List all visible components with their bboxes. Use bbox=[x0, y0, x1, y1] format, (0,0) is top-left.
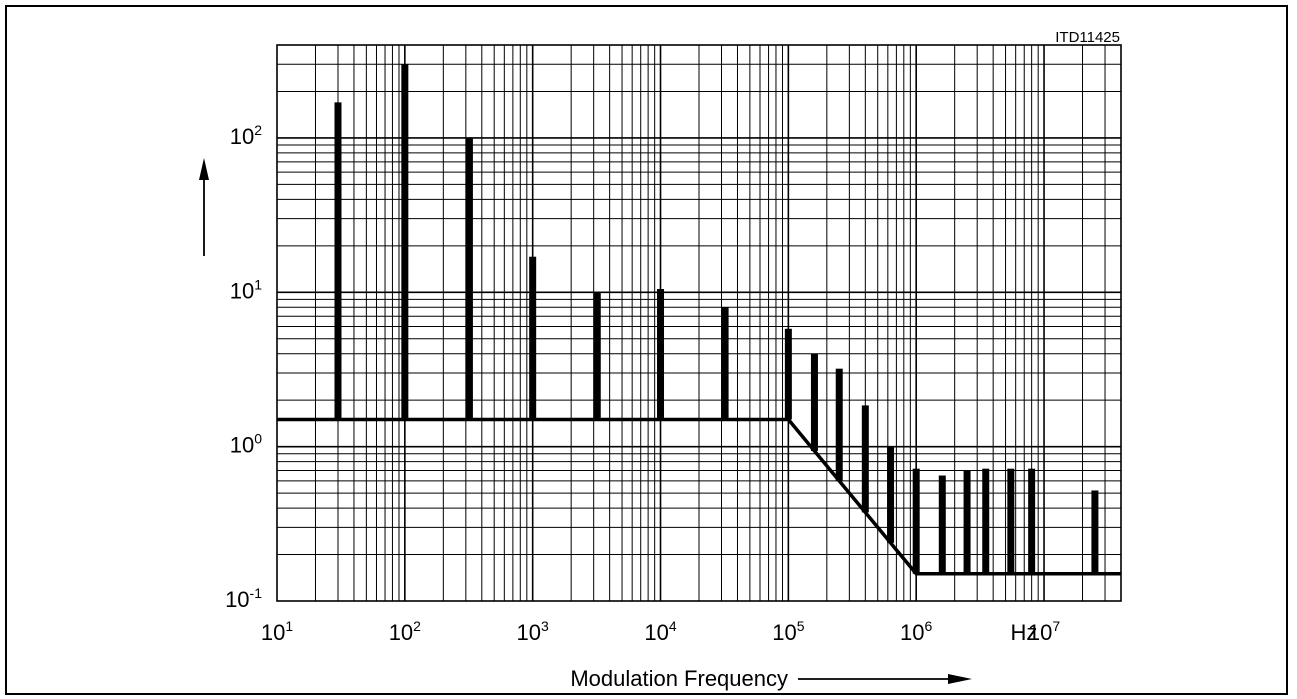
limit-curve-layer bbox=[277, 417, 1121, 576]
bar bbox=[982, 468, 990, 574]
bar bbox=[835, 368, 843, 481]
bar bbox=[1007, 468, 1015, 574]
x-tick-label: 105 bbox=[772, 618, 804, 645]
bar bbox=[784, 328, 792, 420]
x-unit-label: Hz bbox=[1011, 620, 1038, 645]
bar bbox=[1028, 468, 1036, 574]
y-tick-label: 102 bbox=[230, 122, 262, 149]
x-tick-label: 104 bbox=[644, 618, 676, 645]
bar bbox=[938, 475, 946, 574]
bar bbox=[887, 446, 895, 543]
x-tick-labels: 101 102 103 104 105 106 107 bbox=[261, 618, 1061, 645]
bar bbox=[529, 256, 537, 420]
bar bbox=[593, 292, 601, 420]
x-tick-label: 107 bbox=[1028, 618, 1060, 645]
x-tick-label: 101 bbox=[261, 618, 293, 645]
y-tick-label: 10-1 bbox=[225, 585, 262, 612]
bars-layer bbox=[334, 64, 1099, 574]
bar bbox=[465, 137, 473, 420]
x-axis-arrow bbox=[798, 674, 972, 684]
bar bbox=[1091, 490, 1099, 574]
y-tick-label: 101 bbox=[230, 276, 262, 303]
bar bbox=[861, 405, 869, 513]
bar bbox=[657, 289, 665, 420]
bar bbox=[334, 102, 342, 420]
bar bbox=[721, 307, 729, 420]
bar bbox=[810, 353, 818, 451]
y-axis-arrow bbox=[199, 158, 209, 256]
limit-line bbox=[277, 417, 1121, 576]
x-axis-title: Modulation Frequency bbox=[570, 666, 788, 691]
x-tick-label: 103 bbox=[517, 618, 549, 645]
figure-id: ITD11425 bbox=[1055, 29, 1120, 46]
bar bbox=[401, 64, 409, 420]
x-tick-label: 106 bbox=[900, 618, 932, 645]
y-tick-labels: 10-1 100 101 102 bbox=[225, 122, 262, 612]
bar bbox=[912, 468, 920, 574]
y-tick-label: 100 bbox=[230, 431, 262, 458]
bar bbox=[963, 470, 971, 574]
figure-frame bbox=[5, 5, 1288, 695]
x-tick-label: 102 bbox=[389, 618, 421, 645]
